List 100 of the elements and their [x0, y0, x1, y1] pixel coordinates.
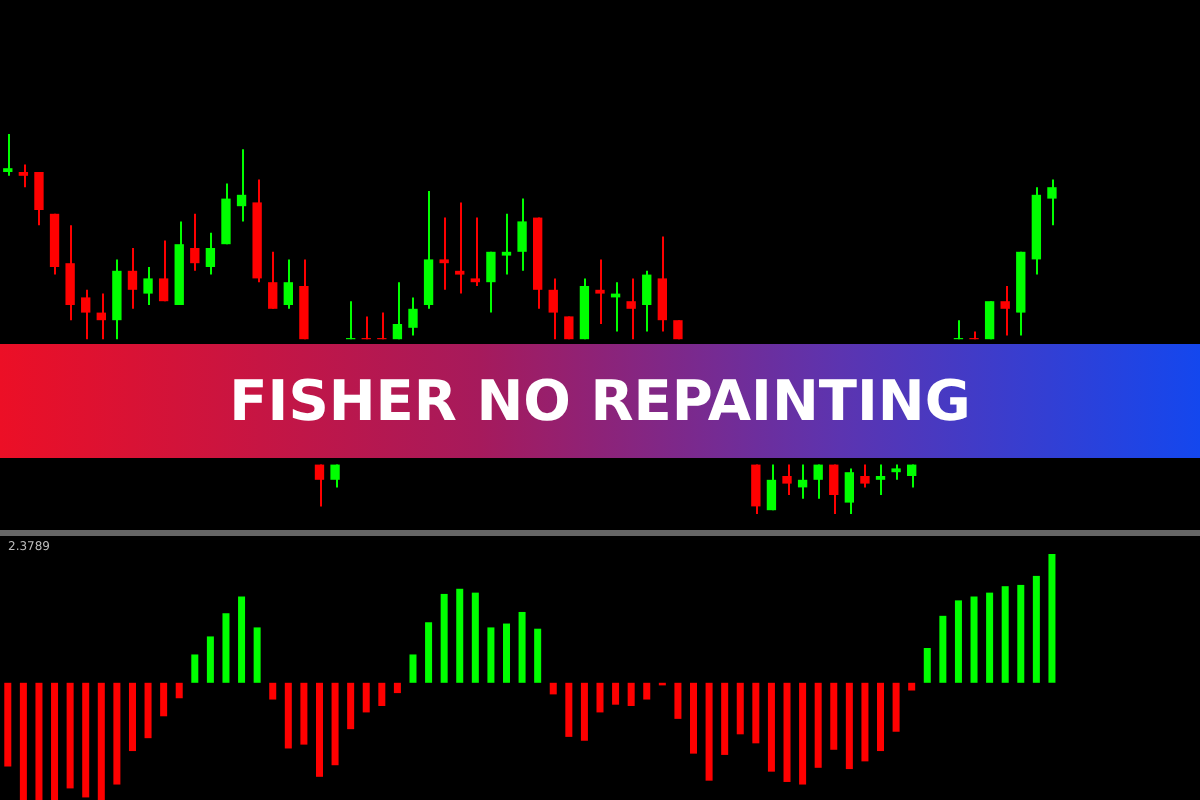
bar — [456, 588, 464, 683]
candlestick — [283, 258, 293, 310]
bar — [191, 654, 199, 683]
candlestick — [221, 182, 231, 246]
bar — [986, 592, 994, 683]
bar — [35, 682, 43, 800]
bar — [674, 682, 682, 719]
bar — [471, 592, 479, 683]
candlestick — [548, 277, 558, 341]
bar — [1017, 584, 1025, 683]
bar — [939, 615, 947, 683]
candlestick — [65, 224, 75, 322]
bar — [518, 611, 526, 683]
bar — [253, 627, 261, 683]
bar — [440, 593, 448, 683]
bar — [596, 682, 604, 713]
bar — [128, 682, 136, 752]
bar — [175, 682, 183, 699]
bar — [331, 682, 339, 766]
candlestick — [408, 296, 418, 337]
bar — [892, 682, 900, 732]
bar — [830, 682, 838, 750]
candlestick — [486, 250, 496, 314]
bar — [425, 622, 433, 683]
bar — [269, 682, 277, 700]
candlestick — [268, 250, 278, 310]
bar — [378, 682, 386, 706]
bar — [908, 682, 916, 691]
bar — [315, 682, 323, 777]
bar — [923, 648, 931, 683]
candlestick — [127, 247, 138, 310]
bar — [783, 682, 791, 782]
bar — [97, 682, 105, 800]
bar — [643, 682, 651, 700]
bar — [144, 682, 152, 739]
bar — [66, 682, 74, 789]
bar — [736, 682, 744, 735]
candlestick — [236, 148, 247, 223]
candlestick — [190, 212, 200, 272]
bar — [284, 682, 292, 749]
bar — [409, 654, 417, 683]
candlestick — [829, 463, 839, 515]
bar — [82, 682, 90, 798]
candlestick — [158, 239, 169, 303]
bar — [1001, 586, 1009, 683]
candlestick — [1047, 178, 1057, 227]
bar — [767, 682, 775, 772]
bar — [752, 682, 760, 744]
candlestick — [984, 300, 995, 341]
candlestick — [81, 288, 91, 341]
bar — [206, 636, 214, 683]
candlestick — [34, 171, 44, 227]
bar — [549, 682, 557, 695]
bar — [861, 682, 869, 762]
bar — [1048, 554, 1056, 683]
bar — [113, 682, 121, 785]
bar — [51, 682, 59, 800]
bar — [970, 596, 978, 683]
candlestick — [595, 258, 605, 325]
bar — [238, 596, 246, 683]
candlestick — [205, 231, 216, 276]
candlestick — [455, 201, 465, 295]
bar — [814, 682, 822, 768]
candlestick — [501, 212, 512, 276]
bar — [690, 682, 698, 754]
candlestick — [875, 463, 886, 496]
candlestick — [439, 216, 449, 291]
candlestick — [517, 197, 527, 272]
candlestick — [766, 463, 777, 512]
bar — [1032, 575, 1040, 683]
candlestick — [18, 163, 29, 189]
bar — [580, 682, 588, 741]
candlestick — [860, 463, 870, 489]
candlestick — [423, 190, 434, 310]
bar — [845, 682, 853, 770]
candlestick — [3, 133, 13, 177]
bar — [877, 682, 885, 752]
bar — [19, 682, 27, 800]
bar — [4, 682, 12, 767]
candlestick — [844, 467, 855, 515]
candlestick — [657, 235, 668, 333]
candlestick — [642, 269, 652, 333]
bar — [565, 682, 573, 737]
bar — [705, 682, 713, 781]
bar — [487, 627, 495, 683]
candlestick — [314, 463, 325, 508]
bar — [799, 682, 807, 785]
candlestick — [751, 463, 761, 515]
candlestick — [392, 281, 403, 341]
candlestick — [1000, 285, 1010, 337]
bar — [393, 682, 401, 694]
bar — [160, 682, 168, 717]
bar — [612, 682, 620, 705]
bar — [502, 623, 510, 683]
candlestick — [782, 463, 792, 496]
bar — [222, 613, 230, 683]
bar — [300, 682, 308, 745]
candlestick — [813, 463, 823, 500]
bar — [954, 600, 962, 683]
candlestick — [626, 277, 636, 341]
